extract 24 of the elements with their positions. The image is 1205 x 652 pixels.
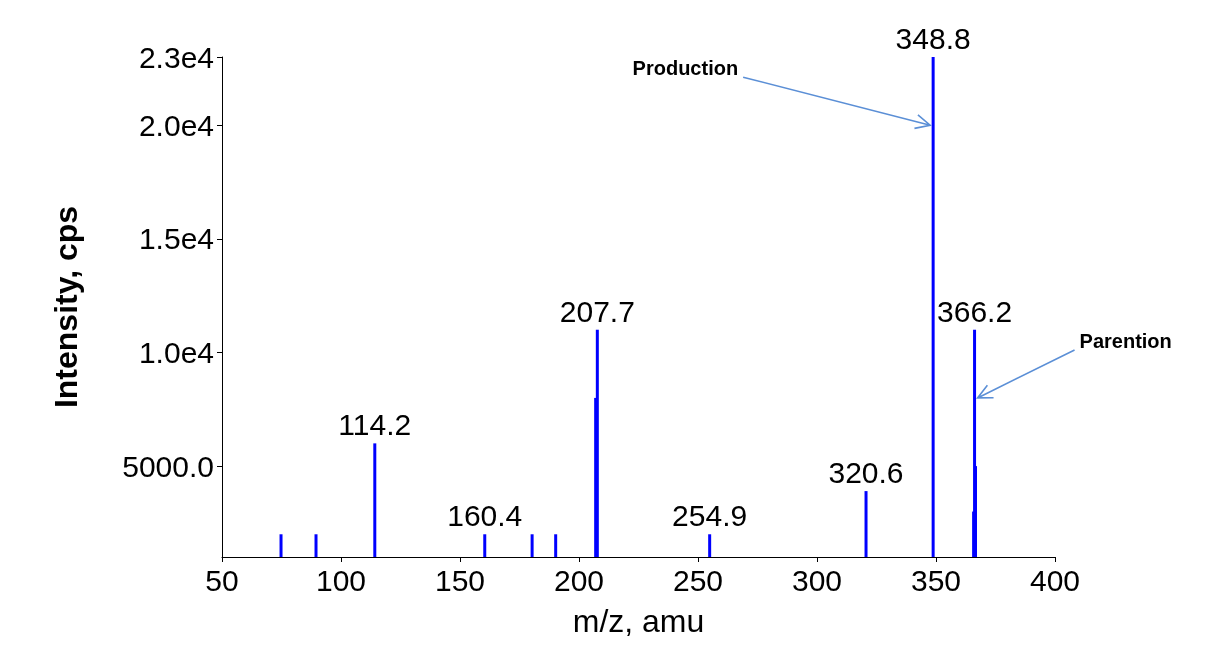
annotation: 320.6 <box>828 456 904 490</box>
x-tick-label: 100 <box>315 563 367 597</box>
x-tick-label: 150 <box>434 563 486 597</box>
x-tick-label: 250 <box>672 563 724 597</box>
annotation: 207.7 <box>559 294 635 328</box>
y-tick-label: 2.0e4 <box>138 108 214 142</box>
y-tick-label: 1.0e4 <box>138 335 214 369</box>
x-tick-label: 200 <box>553 563 605 597</box>
x-axis-title: m/z, amu <box>572 603 705 639</box>
x-tick-label: 350 <box>910 563 962 597</box>
y-tick-label: 1.5e4 <box>138 222 214 256</box>
x-tick-label: 400 <box>1029 563 1081 597</box>
annotation: 160.4 <box>447 499 523 533</box>
y-axis-title: Intensity, cps <box>48 205 84 409</box>
annotation: 114.2 <box>338 408 412 442</box>
annotation: 254.9 <box>672 499 748 533</box>
y-tick-label: 5000.0 <box>122 449 214 483</box>
annotation: Production <box>632 57 739 80</box>
annotation: 366.2 <box>937 294 1013 328</box>
x-tick-label: 50 <box>205 563 239 597</box>
annotation: 348.8 <box>895 22 971 55</box>
y-tick-label: 2.3e4 <box>138 40 214 74</box>
annotation: Parention <box>1079 329 1172 352</box>
x-tick-label: 300 <box>791 563 843 597</box>
